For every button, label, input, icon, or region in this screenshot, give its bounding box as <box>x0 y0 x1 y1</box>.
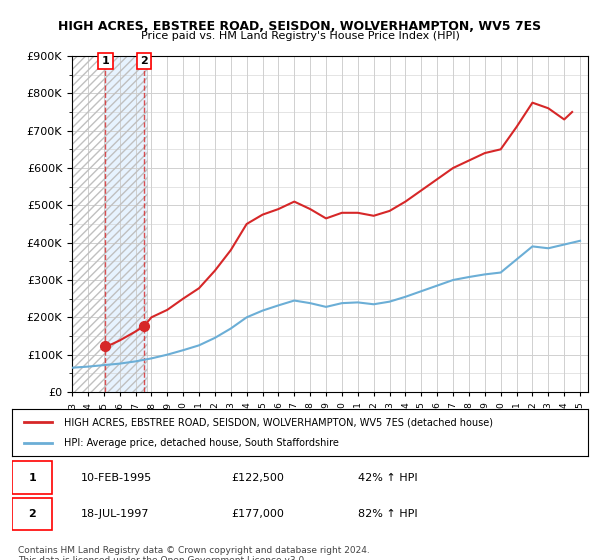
Bar <box>106 56 146 392</box>
Text: HIGH ACRES, EBSTREE ROAD, SEISDON, WOLVERHAMPTON, WV5 7ES (detached house): HIGH ACRES, EBSTREE ROAD, SEISDON, WOLVE… <box>64 417 493 427</box>
Text: 2: 2 <box>28 509 36 519</box>
Text: £122,500: £122,500 <box>231 473 284 483</box>
Text: HPI: Average price, detached house, South Staffordshire: HPI: Average price, detached house, Sout… <box>64 438 339 448</box>
Text: HIGH ACRES, EBSTREE ROAD, SEISDON, WOLVERHAMPTON, WV5 7ES: HIGH ACRES, EBSTREE ROAD, SEISDON, WOLVE… <box>58 20 542 32</box>
Text: Contains HM Land Registry data © Crown copyright and database right 2024.
This d: Contains HM Land Registry data © Crown c… <box>18 546 370 560</box>
Text: 82% ↑ HPI: 82% ↑ HPI <box>358 509 417 519</box>
Text: 42% ↑ HPI: 42% ↑ HPI <box>358 473 417 483</box>
Text: 18-JUL-1997: 18-JUL-1997 <box>81 509 149 519</box>
Text: 10-FEB-1995: 10-FEB-1995 <box>81 473 152 483</box>
FancyBboxPatch shape <box>12 461 52 494</box>
Text: Price paid vs. HM Land Registry's House Price Index (HPI): Price paid vs. HM Land Registry's House … <box>140 31 460 41</box>
Bar <box>72 56 146 392</box>
Text: 2: 2 <box>140 56 148 66</box>
Text: 1: 1 <box>101 56 109 66</box>
Text: £177,000: £177,000 <box>231 509 284 519</box>
FancyBboxPatch shape <box>12 498 52 530</box>
Text: 1: 1 <box>28 473 36 483</box>
Bar <box>72 56 146 392</box>
